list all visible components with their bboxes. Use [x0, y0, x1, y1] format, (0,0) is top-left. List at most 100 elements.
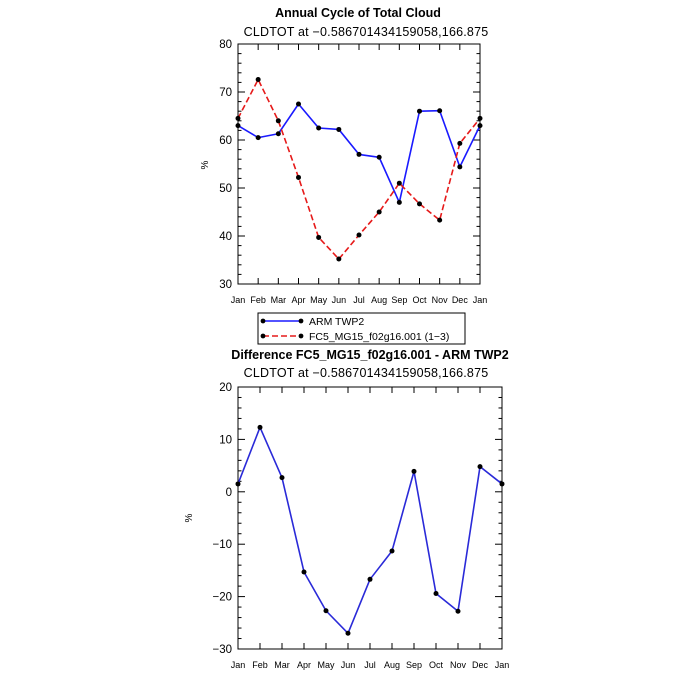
chart-title: Annual Cycle of Total Cloud: [275, 6, 441, 20]
data-point: [499, 481, 505, 487]
x-tick-labels: Jan Feb Mar Apr May Jun Jul Aug Sep Oct Nov Dec Jan: [231, 295, 488, 305]
data-point: [457, 164, 463, 170]
data-point: [257, 424, 263, 430]
x-tick-label: May: [317, 660, 335, 670]
x-tick-label: Jan: [231, 295, 246, 305]
x-tick-label: Oct: [412, 295, 427, 305]
x-tick-label: Jun: [341, 660, 356, 670]
y-tick-label: −20: [212, 592, 232, 604]
x-tick-label: Oct: [429, 660, 444, 670]
data-point: [457, 140, 463, 146]
data-point: [389, 548, 395, 554]
y-tick-label: 40: [219, 231, 232, 243]
data-point: [477, 115, 483, 121]
y-tick-label: 0: [226, 487, 232, 499]
y-tick-label: 20: [219, 382, 232, 394]
data-point: [275, 118, 281, 124]
data-point: [477, 123, 483, 129]
y-tick-label: −10: [212, 539, 232, 551]
data-point: [376, 209, 382, 215]
x-tick-label: Jul: [364, 660, 376, 670]
axis-ticks: [237, 386, 503, 650]
data-point: [235, 115, 241, 121]
data-point: [336, 126, 342, 132]
data-point: [356, 151, 362, 157]
data-point: [345, 630, 351, 636]
x-tick-label: Nov: [432, 295, 449, 305]
x-tick-label: Jan: [473, 295, 488, 305]
data-point: [336, 256, 342, 262]
data-point: [455, 608, 461, 614]
legend-marker-obs: [298, 318, 304, 324]
data-point: [396, 199, 402, 205]
y-axis-label: %: [200, 160, 211, 169]
x-tick-label: Feb: [252, 660, 268, 670]
x-tick-label: Jan: [495, 660, 510, 670]
x-tick-label: Mar: [274, 660, 290, 670]
data-point: [255, 77, 261, 83]
chart-title: Difference FC5_MG15_f02g16.001 - ARM TWP…: [231, 348, 508, 362]
y-tick-label: −30: [212, 644, 232, 656]
series-group: [235, 77, 483, 262]
data-point: [376, 154, 382, 160]
y-tick-labels: 30 40 50 60 70 80: [219, 39, 232, 291]
y-tick-label: 60: [219, 135, 232, 147]
data-point: [323, 608, 329, 614]
legend: ARM TWP2 FC5_MG15_f02g16.001 (1−3): [257, 312, 466, 345]
legend-marker-model: [260, 333, 266, 339]
data-point: [417, 201, 422, 207]
x-tick-label: Dec: [452, 295, 469, 305]
legend-label-obs: ARM TWP2: [309, 316, 364, 328]
x-tick-label: Nov: [450, 660, 467, 670]
y-tick-label: 80: [219, 39, 232, 51]
data-point: [235, 481, 241, 487]
chart-annual-cycle: Annual Cycle of Total Cloud CLDTOT at −0…: [200, 6, 488, 305]
legend-box: [257, 312, 466, 345]
data-point: [477, 464, 483, 470]
x-tick-label: Sep: [406, 660, 422, 670]
data-point: [417, 108, 422, 114]
x-tick-label: Jun: [332, 295, 347, 305]
x-tick-label: Dec: [472, 660, 489, 670]
data-point: [356, 232, 362, 238]
data-point: [367, 576, 373, 582]
y-tick-label: 10: [219, 434, 232, 446]
x-tick-label: Feb: [250, 295, 266, 305]
data-point: [235, 123, 241, 129]
data-point: [411, 468, 417, 474]
x-tick-label: May: [310, 295, 328, 305]
y-tick-label: 70: [219, 87, 232, 99]
y-axis-label: %: [184, 513, 195, 522]
y-tick-label: 50: [219, 183, 232, 195]
data-point: [301, 569, 307, 575]
data-point: [396, 180, 402, 186]
legend-marker-model: [298, 333, 304, 339]
x-tick-label: Apr: [291, 295, 305, 305]
chart-subtitle: CLDTOT at −0.586701434159058,166.875: [244, 366, 489, 380]
x-tick-label: Aug: [371, 295, 387, 305]
data-point: [255, 135, 261, 141]
x-tick-label: Mar: [271, 295, 287, 305]
data-point: [433, 590, 439, 596]
y-tick-label: 30: [219, 279, 232, 291]
axis-ticks: [237, 43, 481, 285]
legend-marker-obs: [260, 318, 266, 324]
data-point: [279, 475, 285, 481]
x-tick-labels: Jan Feb Mar Apr May Jun Jul Aug Sep Oct Nov Dec Jan: [231, 660, 510, 670]
x-tick-label: Sep: [391, 295, 407, 305]
data-point: [296, 174, 301, 180]
x-tick-label: Apr: [297, 660, 311, 670]
x-tick-label: Jul: [353, 295, 365, 305]
legend-label-model: FC5_MG15_f02g16.001 (1−3): [309, 331, 449, 343]
x-tick-label: Jan: [231, 660, 246, 670]
data-point: [437, 217, 443, 223]
y-tick-labels: −30 −20 −10 0 10 20: [212, 382, 232, 656]
x-tick-label: Aug: [384, 660, 400, 670]
data-point: [316, 234, 322, 240]
chart-subtitle: CLDTOT at −0.586701434159058,166.875: [244, 25, 489, 39]
series-group: [235, 424, 505, 636]
data-point: [316, 125, 322, 131]
data-point: [296, 101, 301, 107]
chart-difference: Difference FC5_MG15_f02g16.001 - ARM TWP…: [184, 348, 509, 670]
